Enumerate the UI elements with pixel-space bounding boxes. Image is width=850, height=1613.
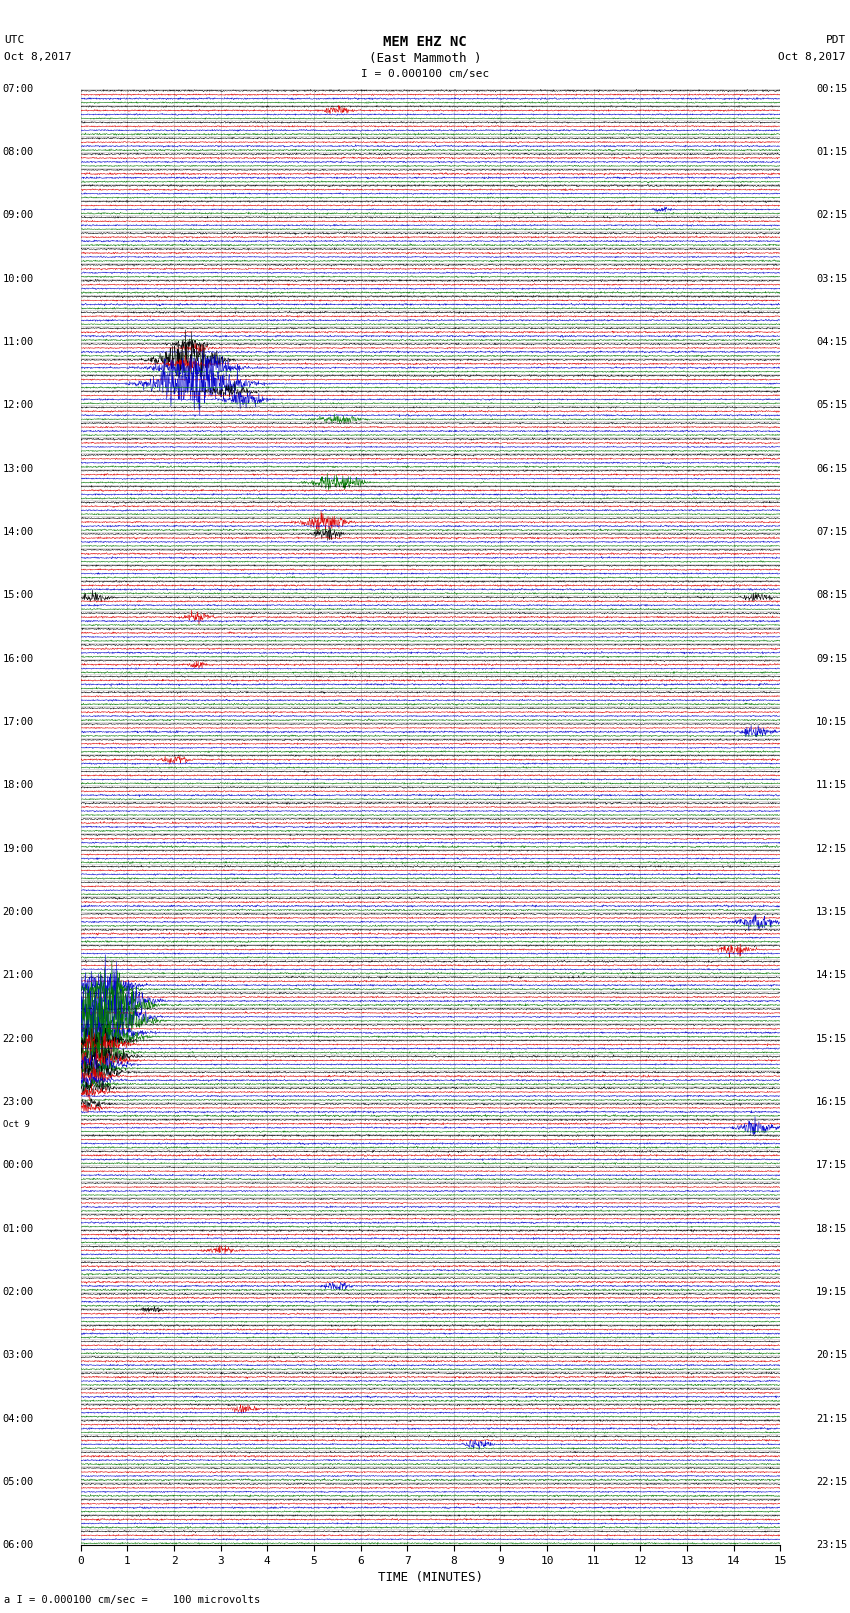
Text: 18:15: 18:15 xyxy=(816,1224,847,1234)
Text: 02:15: 02:15 xyxy=(816,210,847,221)
Text: 22:15: 22:15 xyxy=(816,1478,847,1487)
Text: 21:15: 21:15 xyxy=(816,1413,847,1424)
Text: 04:00: 04:00 xyxy=(3,1413,34,1424)
Text: 16:15: 16:15 xyxy=(816,1097,847,1107)
Text: 15:15: 15:15 xyxy=(816,1034,847,1044)
Text: 16:00: 16:00 xyxy=(3,653,34,663)
Text: 17:15: 17:15 xyxy=(816,1160,847,1171)
Text: 13:00: 13:00 xyxy=(3,463,34,474)
Text: 21:00: 21:00 xyxy=(3,971,34,981)
Text: 10:15: 10:15 xyxy=(816,718,847,727)
Text: 14:15: 14:15 xyxy=(816,971,847,981)
Text: 07:15: 07:15 xyxy=(816,527,847,537)
Text: 03:00: 03:00 xyxy=(3,1350,34,1360)
Text: 11:15: 11:15 xyxy=(816,781,847,790)
Text: 18:00: 18:00 xyxy=(3,781,34,790)
Text: 15:00: 15:00 xyxy=(3,590,34,600)
Text: 05:00: 05:00 xyxy=(3,1478,34,1487)
Text: 00:15: 00:15 xyxy=(816,84,847,94)
Text: Oct 8,2017: Oct 8,2017 xyxy=(4,52,71,61)
Text: 06:15: 06:15 xyxy=(816,463,847,474)
Text: Oct 9: Oct 9 xyxy=(3,1119,30,1129)
Text: 19:15: 19:15 xyxy=(816,1287,847,1297)
Text: 12:15: 12:15 xyxy=(816,844,847,853)
Text: 11:00: 11:00 xyxy=(3,337,34,347)
Text: 12:00: 12:00 xyxy=(3,400,34,410)
Text: 14:00: 14:00 xyxy=(3,527,34,537)
Text: 23:15: 23:15 xyxy=(816,1540,847,1550)
Text: a I = 0.000100 cm/sec =    100 microvolts: a I = 0.000100 cm/sec = 100 microvolts xyxy=(4,1595,260,1605)
Text: 13:15: 13:15 xyxy=(816,907,847,916)
Text: 23:00: 23:00 xyxy=(3,1097,34,1107)
Text: 17:00: 17:00 xyxy=(3,718,34,727)
Text: 22:00: 22:00 xyxy=(3,1034,34,1044)
Text: 20:15: 20:15 xyxy=(816,1350,847,1360)
Text: (East Mammoth ): (East Mammoth ) xyxy=(369,52,481,65)
Text: 02:00: 02:00 xyxy=(3,1287,34,1297)
Text: 20:00: 20:00 xyxy=(3,907,34,916)
Text: 00:00: 00:00 xyxy=(3,1160,34,1171)
Text: I = 0.000100 cm/sec: I = 0.000100 cm/sec xyxy=(361,69,489,79)
Text: PDT: PDT xyxy=(825,35,846,45)
Text: 19:00: 19:00 xyxy=(3,844,34,853)
Text: 09:00: 09:00 xyxy=(3,210,34,221)
Text: 08:15: 08:15 xyxy=(816,590,847,600)
Text: 06:00: 06:00 xyxy=(3,1540,34,1550)
Text: 01:15: 01:15 xyxy=(816,147,847,156)
Text: 09:15: 09:15 xyxy=(816,653,847,663)
Text: 05:15: 05:15 xyxy=(816,400,847,410)
Text: 07:00: 07:00 xyxy=(3,84,34,94)
Text: 01:00: 01:00 xyxy=(3,1224,34,1234)
Text: 03:15: 03:15 xyxy=(816,274,847,284)
Text: 10:00: 10:00 xyxy=(3,274,34,284)
Text: MEM EHZ NC: MEM EHZ NC xyxy=(383,35,467,50)
Text: UTC: UTC xyxy=(4,35,25,45)
Text: 08:00: 08:00 xyxy=(3,147,34,156)
Text: 04:15: 04:15 xyxy=(816,337,847,347)
Text: Oct 8,2017: Oct 8,2017 xyxy=(779,52,846,61)
X-axis label: TIME (MINUTES): TIME (MINUTES) xyxy=(378,1571,483,1584)
